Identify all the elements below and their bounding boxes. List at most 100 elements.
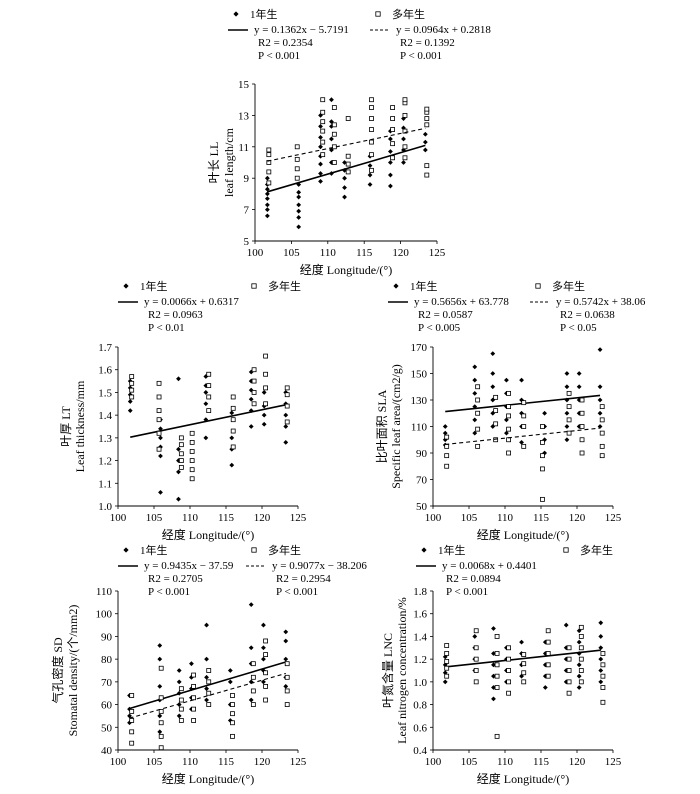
data-point: [230, 733, 235, 739]
data-point: [176, 376, 181, 382]
data-point: [261, 412, 267, 418]
legend-r2: R2 = 0.2705: [148, 573, 203, 585]
y-axis-label-cn: 气孔密度 SD: [50, 637, 65, 704]
data-point: [331, 144, 337, 150]
data-point: [598, 679, 604, 685]
y-tick-label: 110: [411, 422, 428, 434]
data-point: [264, 191, 270, 197]
data-point: [472, 430, 478, 436]
x-tick-label: 105: [146, 756, 163, 768]
data-point: [261, 421, 267, 427]
data-point: [263, 371, 269, 377]
data-point: [521, 443, 527, 449]
data-point: [318, 134, 323, 140]
data-point: [206, 679, 212, 685]
y-tick-label: 50: [416, 501, 428, 513]
x-axis-label: 经度 Longitude/(°): [162, 771, 254, 786]
data-point: [331, 122, 337, 128]
data-point: [158, 695, 164, 701]
data-point: [578, 645, 584, 651]
data-point: [176, 668, 182, 673]
data-point: [178, 458, 184, 463]
data-point: [206, 690, 212, 696]
data-point: [283, 440, 289, 445]
data-point: [506, 437, 512, 443]
data-point: [576, 685, 582, 690]
data-point: [566, 417, 572, 423]
data-point: [251, 401, 257, 407]
data-point: [367, 163, 373, 169]
data-point: [329, 136, 334, 142]
data-point: [261, 656, 266, 662]
y-tick-label: 11: [238, 142, 249, 154]
data-point: [129, 729, 135, 735]
regression-line: [130, 404, 286, 438]
data-point: [576, 639, 582, 645]
data-point: [189, 467, 195, 473]
data-point: [540, 453, 545, 459]
data-point: [342, 175, 347, 181]
data-point: [230, 428, 236, 434]
data-point: [442, 679, 448, 685]
data-point: [519, 410, 524, 416]
data-point: [390, 141, 395, 147]
data-point: [563, 622, 569, 628]
data-point: [564, 384, 570, 390]
data-point: [261, 390, 267, 395]
data-point: [189, 439, 195, 445]
data-point: [320, 128, 326, 134]
y-tick-label: 1.7: [98, 342, 112, 354]
series-perennial: [129, 638, 290, 751]
data-point: [284, 419, 290, 425]
x-tick-label: 125: [290, 756, 307, 768]
data-point: [475, 397, 481, 403]
y-tick-label: 90: [416, 448, 428, 460]
data-point: [504, 430, 509, 436]
data-point: [318, 113, 323, 118]
data-point: [566, 390, 572, 396]
data-point: [230, 693, 235, 698]
data-point: [191, 684, 197, 689]
data-point: [158, 733, 164, 739]
data-point: [540, 466, 545, 472]
data-point: [390, 155, 395, 161]
data-point: [178, 464, 184, 470]
data-point: [230, 444, 236, 450]
data-point: [369, 97, 374, 103]
legend-marker: [233, 11, 239, 17]
x-tick-label: 110: [182, 512, 199, 524]
data-point: [473, 628, 479, 634]
data-point: [576, 662, 582, 668]
data-point: [296, 182, 302, 187]
data-point: [506, 679, 512, 685]
y-tick-label: 150: [411, 369, 428, 381]
data-point: [158, 720, 164, 726]
data-point: [157, 713, 163, 719]
regression-line: [129, 672, 286, 719]
data-point: [157, 643, 163, 648]
y-tick-label: 5: [244, 236, 250, 248]
legend-name: 多年生: [392, 7, 425, 21]
y-tick-label: 170: [411, 342, 428, 354]
data-point: [296, 194, 302, 200]
data-point: [229, 462, 235, 468]
data-point: [251, 378, 257, 384]
data-point: [506, 656, 512, 662]
series-perennial: [266, 97, 430, 186]
data-point: [506, 426, 512, 432]
data-point: [473, 656, 479, 662]
data-point: [564, 371, 570, 376]
data-point: [521, 670, 527, 676]
data-point: [504, 417, 509, 423]
y-tick-label: 1.0: [98, 501, 112, 513]
y-tick-label: 0.6: [413, 722, 427, 734]
data-point: [329, 119, 334, 125]
y-axis-label-en: Specific leaf area/(cm2/g): [389, 364, 403, 489]
data-point: [599, 443, 605, 449]
data-point: [283, 424, 289, 429]
x-tick-label: 120: [254, 756, 271, 768]
data-point: [176, 496, 181, 502]
